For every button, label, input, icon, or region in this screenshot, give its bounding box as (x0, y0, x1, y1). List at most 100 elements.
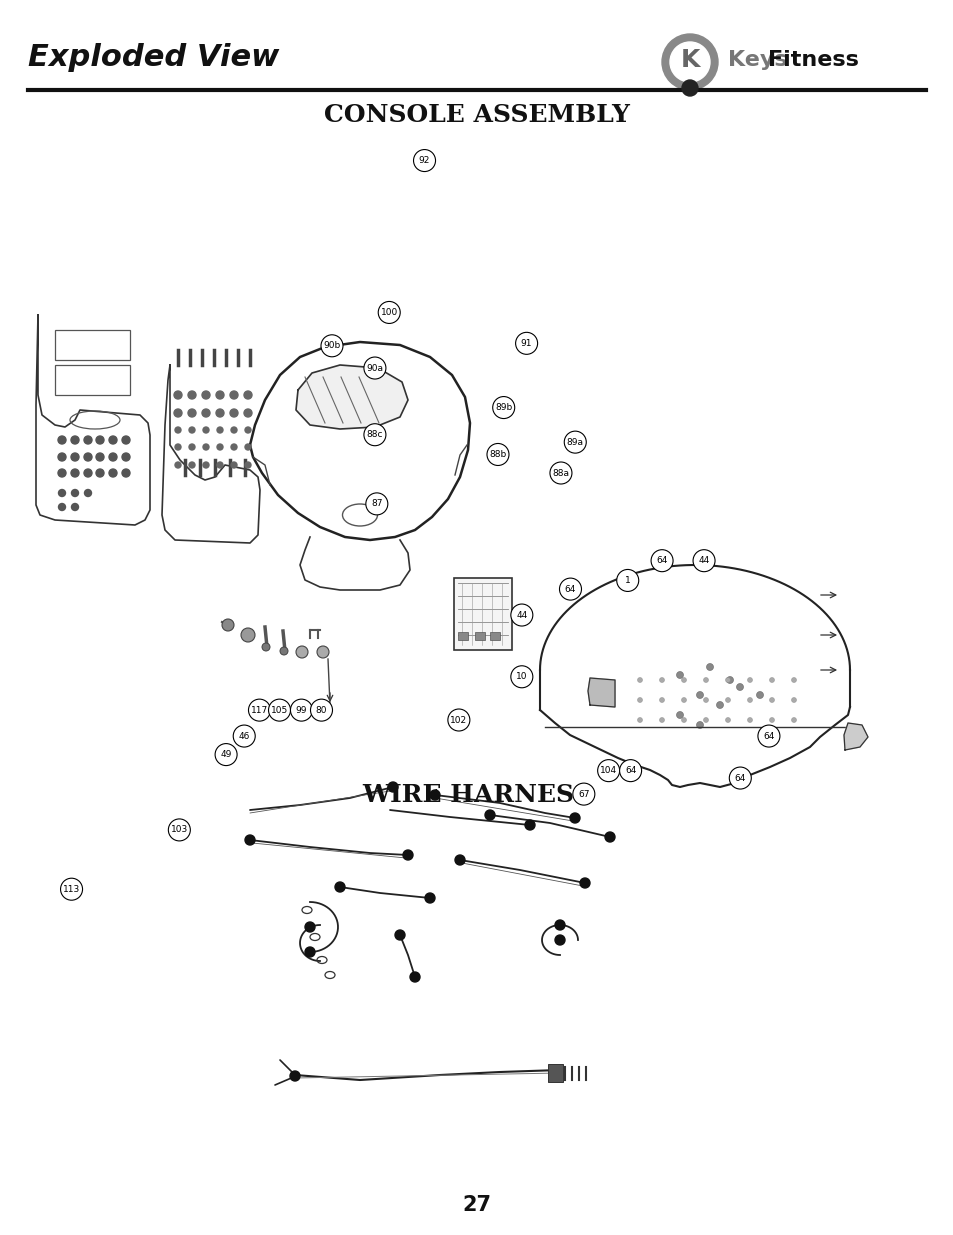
Text: 1: 1 (624, 576, 630, 585)
Circle shape (230, 409, 237, 417)
Circle shape (388, 782, 397, 792)
Circle shape (659, 698, 664, 703)
Circle shape (215, 409, 224, 417)
Text: 27: 27 (462, 1195, 491, 1215)
Circle shape (96, 436, 104, 445)
Circle shape (716, 701, 722, 709)
Circle shape (71, 489, 78, 496)
Circle shape (377, 301, 400, 324)
Circle shape (189, 427, 194, 433)
Text: 44: 44 (516, 610, 527, 620)
Circle shape (280, 647, 288, 655)
Circle shape (702, 678, 708, 683)
Circle shape (230, 391, 237, 399)
Text: 46: 46 (238, 731, 250, 741)
Circle shape (305, 947, 314, 957)
Circle shape (637, 678, 641, 683)
Circle shape (702, 718, 708, 722)
Circle shape (769, 718, 774, 722)
Text: CONSOLE ASSEMBLY: CONSOLE ASSEMBLY (324, 103, 629, 127)
Bar (55, 366, 130, 395)
Circle shape (316, 646, 329, 658)
Circle shape (724, 678, 730, 683)
Circle shape (661, 35, 718, 90)
Circle shape (231, 445, 236, 450)
Text: 87: 87 (371, 499, 382, 509)
Circle shape (202, 391, 210, 399)
Circle shape (572, 783, 595, 805)
Circle shape (680, 678, 686, 683)
Circle shape (726, 677, 733, 683)
Circle shape (447, 709, 470, 731)
Circle shape (305, 923, 314, 932)
Polygon shape (295, 366, 408, 429)
Circle shape (189, 445, 194, 450)
Circle shape (241, 629, 254, 642)
Circle shape (188, 391, 195, 399)
Circle shape (747, 678, 752, 683)
Circle shape (245, 462, 251, 468)
Circle shape (216, 445, 223, 450)
Text: 64: 64 (734, 773, 745, 783)
Circle shape (395, 930, 405, 940)
Polygon shape (36, 315, 150, 525)
Circle shape (757, 725, 780, 747)
Polygon shape (843, 722, 867, 750)
Circle shape (60, 878, 83, 900)
Circle shape (231, 427, 236, 433)
Circle shape (659, 718, 664, 722)
Circle shape (515, 332, 537, 354)
Polygon shape (454, 578, 512, 650)
Circle shape (791, 698, 796, 703)
Text: 102: 102 (450, 715, 467, 725)
Text: 92: 92 (418, 156, 430, 165)
Text: WIRE HARNESS: WIRE HARNESS (362, 783, 591, 806)
Circle shape (248, 699, 271, 721)
Circle shape (769, 678, 774, 683)
Polygon shape (162, 366, 260, 543)
Circle shape (676, 711, 682, 719)
Text: 88c: 88c (366, 430, 383, 440)
Circle shape (555, 920, 564, 930)
Circle shape (290, 699, 313, 721)
Circle shape (597, 760, 619, 782)
Circle shape (173, 409, 182, 417)
Circle shape (71, 453, 79, 461)
Bar (547, 1065, 562, 1082)
Bar (454, 578, 512, 650)
Circle shape (747, 718, 752, 722)
Circle shape (168, 819, 191, 841)
Circle shape (202, 409, 210, 417)
Circle shape (791, 718, 796, 722)
Bar (490, 632, 499, 640)
Circle shape (696, 692, 702, 699)
Circle shape (233, 725, 255, 747)
Polygon shape (587, 678, 615, 706)
Circle shape (214, 743, 237, 766)
Circle shape (424, 893, 435, 903)
Circle shape (262, 643, 270, 651)
Circle shape (676, 672, 682, 678)
Text: 80: 80 (315, 705, 327, 715)
Circle shape (604, 832, 615, 842)
Text: 89b: 89b (495, 403, 512, 412)
Circle shape (122, 469, 130, 477)
Circle shape (413, 149, 436, 172)
Text: 91: 91 (520, 338, 532, 348)
Text: 10: 10 (516, 672, 527, 682)
Circle shape (736, 683, 742, 690)
Text: 49: 49 (220, 750, 232, 760)
Circle shape (510, 666, 533, 688)
Circle shape (363, 424, 386, 446)
Circle shape (402, 850, 413, 860)
Circle shape (563, 431, 586, 453)
Text: 99: 99 (295, 705, 307, 715)
Circle shape (430, 790, 439, 800)
Circle shape (215, 391, 224, 399)
Text: 64: 64 (624, 766, 636, 776)
Text: 64: 64 (564, 584, 576, 594)
Circle shape (58, 504, 66, 510)
Circle shape (203, 462, 209, 468)
Circle shape (245, 445, 251, 450)
Circle shape (549, 462, 572, 484)
